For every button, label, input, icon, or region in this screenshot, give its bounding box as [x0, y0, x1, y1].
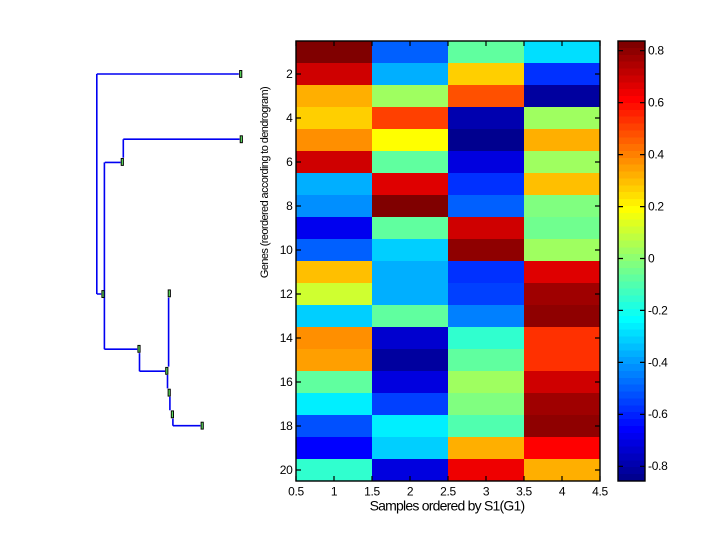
svg-text:8: 8 [286, 199, 293, 213]
svg-text:20: 20 [280, 463, 293, 477]
svg-text:-0.2: -0.2 [648, 303, 668, 317]
svg-text:10: 10 [280, 243, 293, 257]
svg-text:1.5: 1.5 [364, 485, 380, 499]
svg-text:0.2: 0.2 [648, 200, 664, 214]
svg-text:0: 0 [648, 251, 655, 265]
svg-text:Samples ordered by S1(G1): Samples ordered by S1(G1) [370, 498, 525, 514]
svg-text:3: 3 [483, 485, 490, 499]
svg-text:0.6: 0.6 [648, 96, 664, 110]
svg-text:16: 16 [280, 375, 293, 389]
svg-text:14: 14 [280, 331, 293, 345]
svg-text:0.4: 0.4 [648, 148, 664, 162]
svg-text:2.5: 2.5 [440, 485, 456, 499]
svg-text:6: 6 [286, 155, 293, 169]
svg-text:0.5: 0.5 [288, 485, 304, 499]
svg-text:3.5: 3.5 [516, 485, 532, 499]
svg-text:18: 18 [280, 419, 293, 433]
svg-text:4.5: 4.5 [592, 485, 608, 499]
svg-text:0.8: 0.8 [648, 44, 664, 58]
svg-text:-0.8: -0.8 [648, 459, 668, 473]
svg-text:2: 2 [286, 67, 293, 81]
svg-text:12: 12 [280, 287, 293, 301]
svg-text:-0.4: -0.4 [648, 355, 668, 369]
svg-text:2: 2 [407, 485, 414, 499]
svg-text:-0.6: -0.6 [648, 407, 668, 421]
svg-text:1: 1 [331, 485, 338, 499]
svg-text:4: 4 [559, 485, 566, 499]
svg-text:4: 4 [286, 111, 293, 125]
svg-text:Genes (reordered according to: Genes (reordered according to dendrogram… [259, 87, 271, 278]
